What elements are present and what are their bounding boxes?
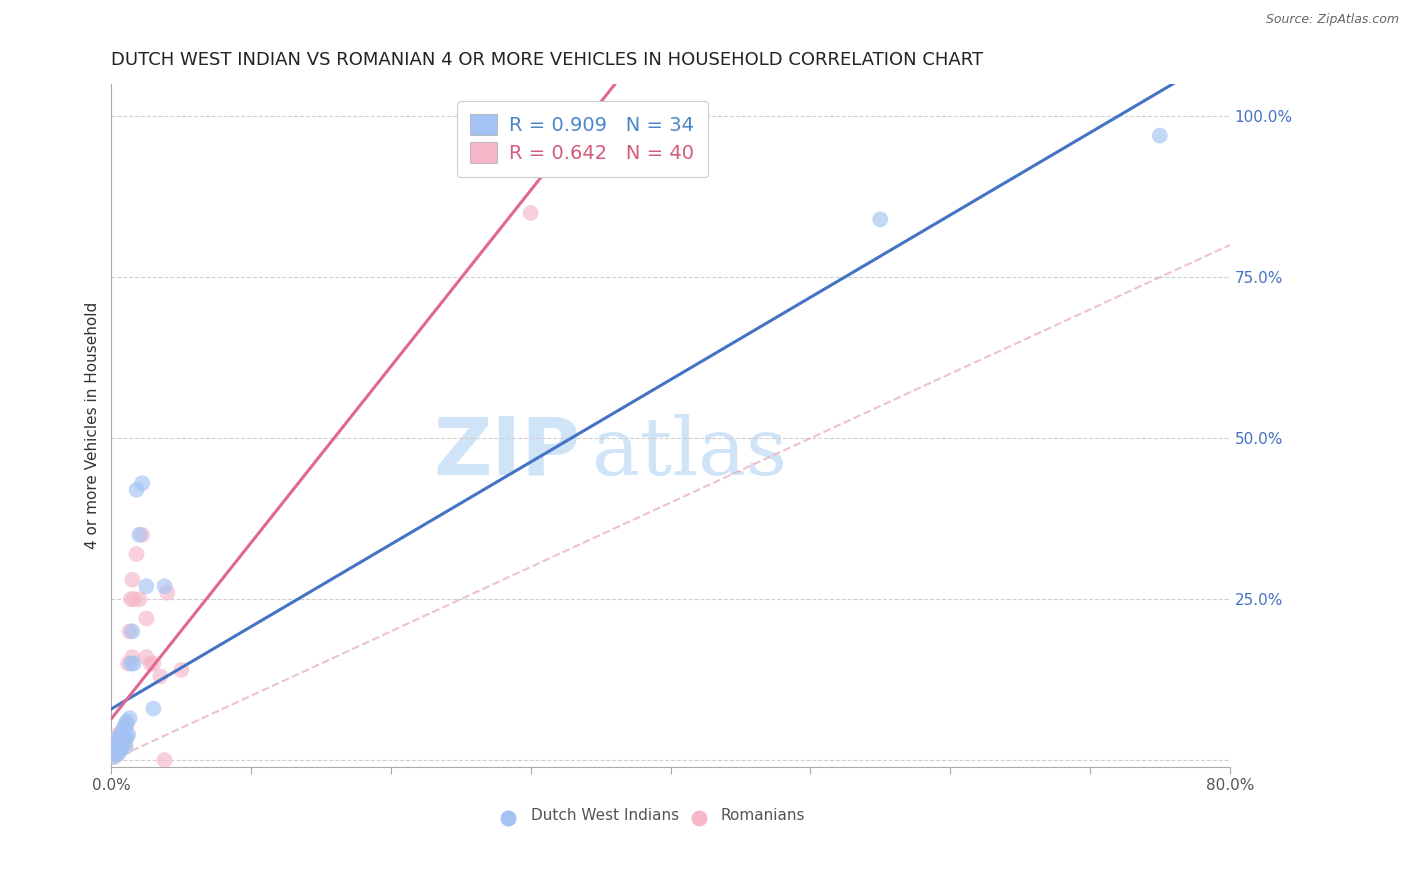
Point — [105, 733, 128, 747]
Point — [105, 733, 128, 747]
Point — [125, 547, 148, 561]
Point — [122, 657, 145, 671]
Text: atlas: atlas — [592, 414, 787, 491]
Point — [142, 701, 165, 715]
Point — [107, 740, 129, 755]
Point — [118, 624, 141, 639]
Point — [108, 740, 131, 755]
Point — [149, 669, 172, 683]
Point — [107, 743, 129, 757]
Point — [111, 724, 134, 739]
Point — [107, 747, 129, 761]
Legend: R = 0.909   N = 34, R = 0.642   N = 40: R = 0.909 N = 34, R = 0.642 N = 40 — [457, 101, 707, 178]
Point — [105, 740, 128, 755]
Point — [104, 747, 127, 761]
Point — [1149, 128, 1171, 143]
Point — [115, 731, 138, 745]
Point — [170, 663, 193, 677]
Text: Source: ZipAtlas.com: Source: ZipAtlas.com — [1265, 13, 1399, 27]
Point — [108, 731, 131, 745]
Point — [110, 727, 132, 741]
Point — [105, 743, 128, 757]
Point — [114, 717, 136, 731]
Point — [112, 733, 135, 747]
Point — [596, 801, 619, 815]
Point — [110, 737, 132, 751]
Point — [834, 801, 856, 815]
Point — [118, 711, 141, 725]
Point — [108, 743, 131, 757]
Point — [114, 740, 136, 755]
Point — [121, 624, 143, 639]
Point — [107, 727, 129, 741]
Point — [103, 740, 125, 755]
Point — [125, 483, 148, 497]
Point — [128, 528, 150, 542]
Point — [112, 721, 135, 735]
Point — [520, 206, 543, 220]
Text: Romanians: Romanians — [721, 808, 806, 823]
Point — [110, 740, 132, 755]
Point — [112, 721, 135, 735]
Point — [104, 740, 127, 755]
Point — [104, 743, 127, 757]
Point — [103, 747, 125, 761]
Point — [121, 573, 143, 587]
Point — [115, 717, 138, 731]
Point — [869, 212, 891, 227]
Point — [103, 750, 125, 764]
Point — [114, 731, 136, 745]
Point — [135, 650, 157, 665]
Point — [120, 592, 142, 607]
Text: ZIP: ZIP — [434, 414, 581, 491]
Point — [142, 657, 165, 671]
Point — [135, 611, 157, 625]
Point — [131, 528, 153, 542]
Point — [114, 737, 136, 751]
Point — [110, 727, 132, 741]
Point — [135, 579, 157, 593]
Point — [115, 714, 138, 729]
Point — [107, 737, 129, 751]
Point — [122, 592, 145, 607]
Point — [156, 585, 179, 599]
Text: DUTCH WEST INDIAN VS ROMANIAN 4 OR MORE VEHICLES IN HOUSEHOLD CORRELATION CHART: DUTCH WEST INDIAN VS ROMANIAN 4 OR MORE … — [111, 51, 984, 69]
Text: Dutch West Indians: Dutch West Indians — [531, 808, 679, 823]
Point — [101, 750, 124, 764]
Point — [111, 724, 134, 739]
Y-axis label: 4 or more Vehicles in Household: 4 or more Vehicles in Household — [86, 301, 100, 549]
Point — [139, 657, 162, 671]
Point — [120, 657, 142, 671]
Point — [117, 657, 139, 671]
Point — [105, 747, 128, 761]
Point — [112, 733, 135, 747]
Point — [153, 579, 176, 593]
Point — [131, 476, 153, 491]
Point — [111, 737, 134, 751]
Point — [108, 737, 131, 751]
Point — [111, 737, 134, 751]
Point — [114, 721, 136, 735]
Point — [107, 731, 129, 745]
Point — [128, 592, 150, 607]
Point — [121, 650, 143, 665]
Point — [117, 727, 139, 741]
Point — [104, 737, 127, 751]
Point — [153, 753, 176, 767]
